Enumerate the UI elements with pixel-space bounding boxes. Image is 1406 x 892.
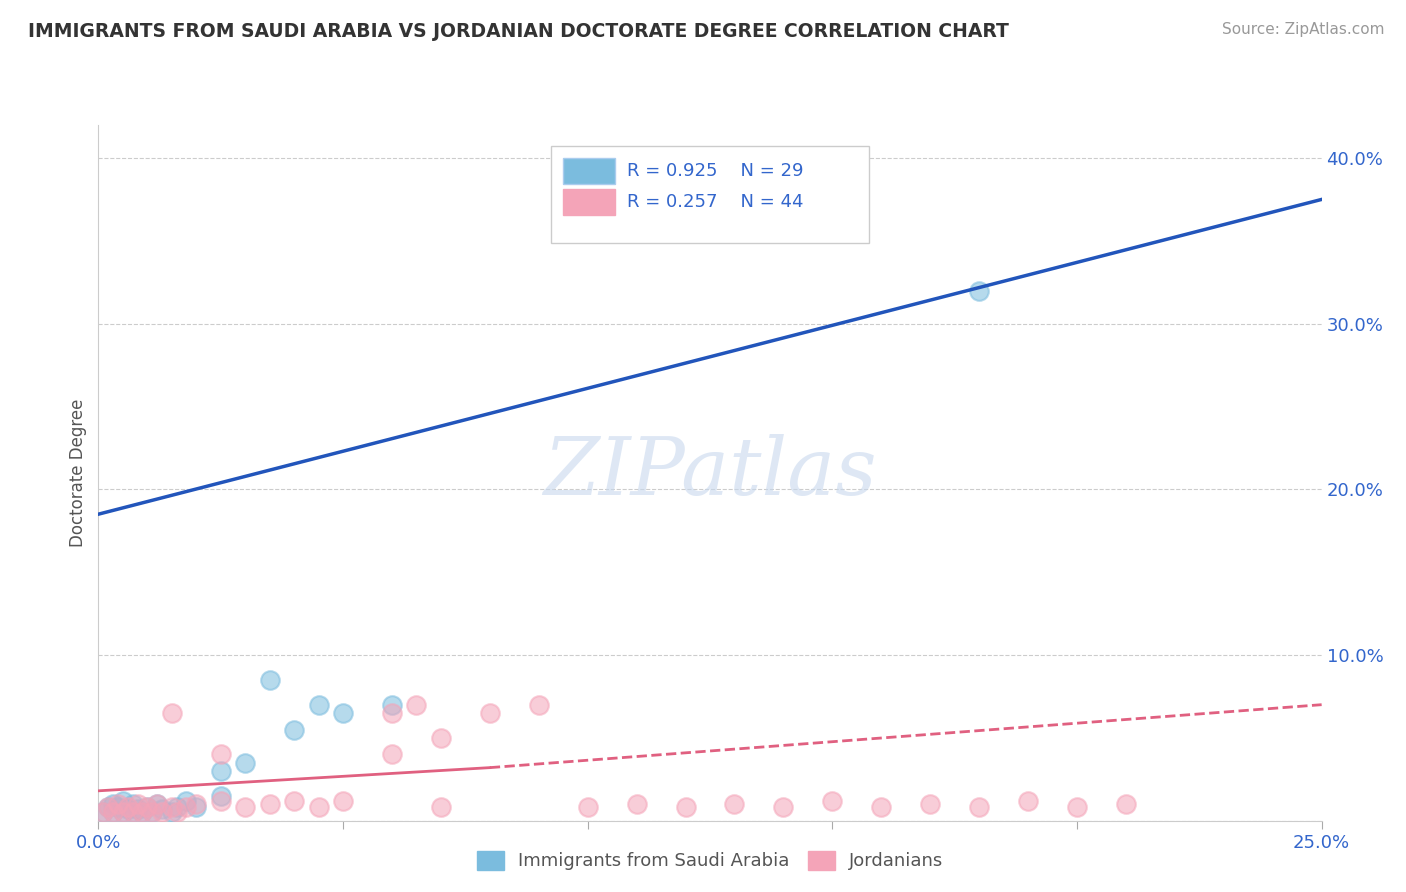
Point (1115, 797, 1137, 811)
Point (121, 805, 143, 820)
Point (381, 747, 404, 762)
Point (381, 706, 404, 720)
Point (233, 800, 256, 814)
Point (209, 794, 232, 808)
Point (111, 805, 134, 820)
Point (166, 800, 188, 814)
Point (176, 794, 198, 808)
Point (967, 800, 990, 814)
Point (101, 805, 124, 820)
Point (209, 789, 232, 803)
Point (160, 800, 183, 814)
Point (131, 805, 153, 820)
Point (146, 797, 169, 811)
Point (97, 800, 120, 814)
Point (160, 706, 183, 720)
Text: IMMIGRANTS FROM SAUDI ARABIA VS JORDANIAN DOCTORATE DEGREE CORRELATION CHART: IMMIGRANTS FROM SAUDI ARABIA VS JORDANIA… (28, 22, 1010, 41)
Point (283, 794, 305, 808)
Point (967, 284, 990, 298)
Point (430, 800, 453, 814)
Point (308, 698, 330, 712)
Point (626, 797, 648, 811)
Point (141, 805, 163, 820)
Point (233, 756, 256, 770)
FancyBboxPatch shape (564, 158, 614, 184)
Point (97, 800, 120, 814)
Point (91, 805, 114, 820)
Point (478, 706, 501, 720)
Point (1017, 794, 1039, 808)
Point (160, 805, 183, 820)
Point (107, 797, 129, 811)
Point (283, 723, 305, 737)
Point (107, 800, 129, 814)
Point (259, 797, 281, 811)
Point (136, 800, 159, 814)
Point (675, 800, 697, 814)
Point (117, 800, 139, 814)
Point (772, 800, 794, 814)
Point (430, 731, 453, 745)
Point (166, 805, 188, 820)
Point (150, 802, 173, 816)
FancyBboxPatch shape (564, 189, 614, 215)
Point (121, 805, 143, 820)
Point (127, 802, 149, 816)
Point (186, 797, 208, 811)
Point (127, 797, 149, 811)
Point (920, 797, 942, 811)
Point (527, 698, 550, 712)
Point (332, 794, 354, 808)
Point (209, 747, 232, 762)
Point (101, 805, 124, 820)
Point (111, 805, 134, 820)
Point (111, 794, 134, 808)
FancyBboxPatch shape (551, 145, 869, 244)
Text: R = 0.257    N = 44: R = 0.257 N = 44 (627, 193, 803, 211)
Text: ZIPatlas: ZIPatlas (543, 434, 877, 511)
Point (101, 797, 124, 811)
Legend: Immigrants from Saudi Arabia, Jordanians: Immigrants from Saudi Arabia, Jordanians (470, 844, 950, 878)
Point (405, 698, 427, 712)
Y-axis label: Doctorate Degree: Doctorate Degree (69, 399, 87, 547)
Point (146, 797, 169, 811)
Point (117, 802, 139, 816)
Point (91, 805, 114, 820)
Point (723, 797, 745, 811)
Text: Source: ZipAtlas.com: Source: ZipAtlas.com (1222, 22, 1385, 37)
Point (176, 800, 198, 814)
Point (150, 805, 173, 820)
Point (1066, 800, 1088, 814)
Point (821, 794, 844, 808)
Point (381, 698, 404, 712)
Point (259, 673, 281, 687)
Point (186, 800, 208, 814)
Point (332, 706, 354, 720)
Point (870, 800, 893, 814)
Point (121, 797, 143, 811)
Point (308, 800, 330, 814)
Point (209, 764, 232, 778)
Point (131, 805, 153, 820)
Point (576, 800, 599, 814)
Text: R = 0.925    N = 29: R = 0.925 N = 29 (627, 162, 803, 180)
Point (136, 800, 159, 814)
Point (141, 805, 163, 820)
